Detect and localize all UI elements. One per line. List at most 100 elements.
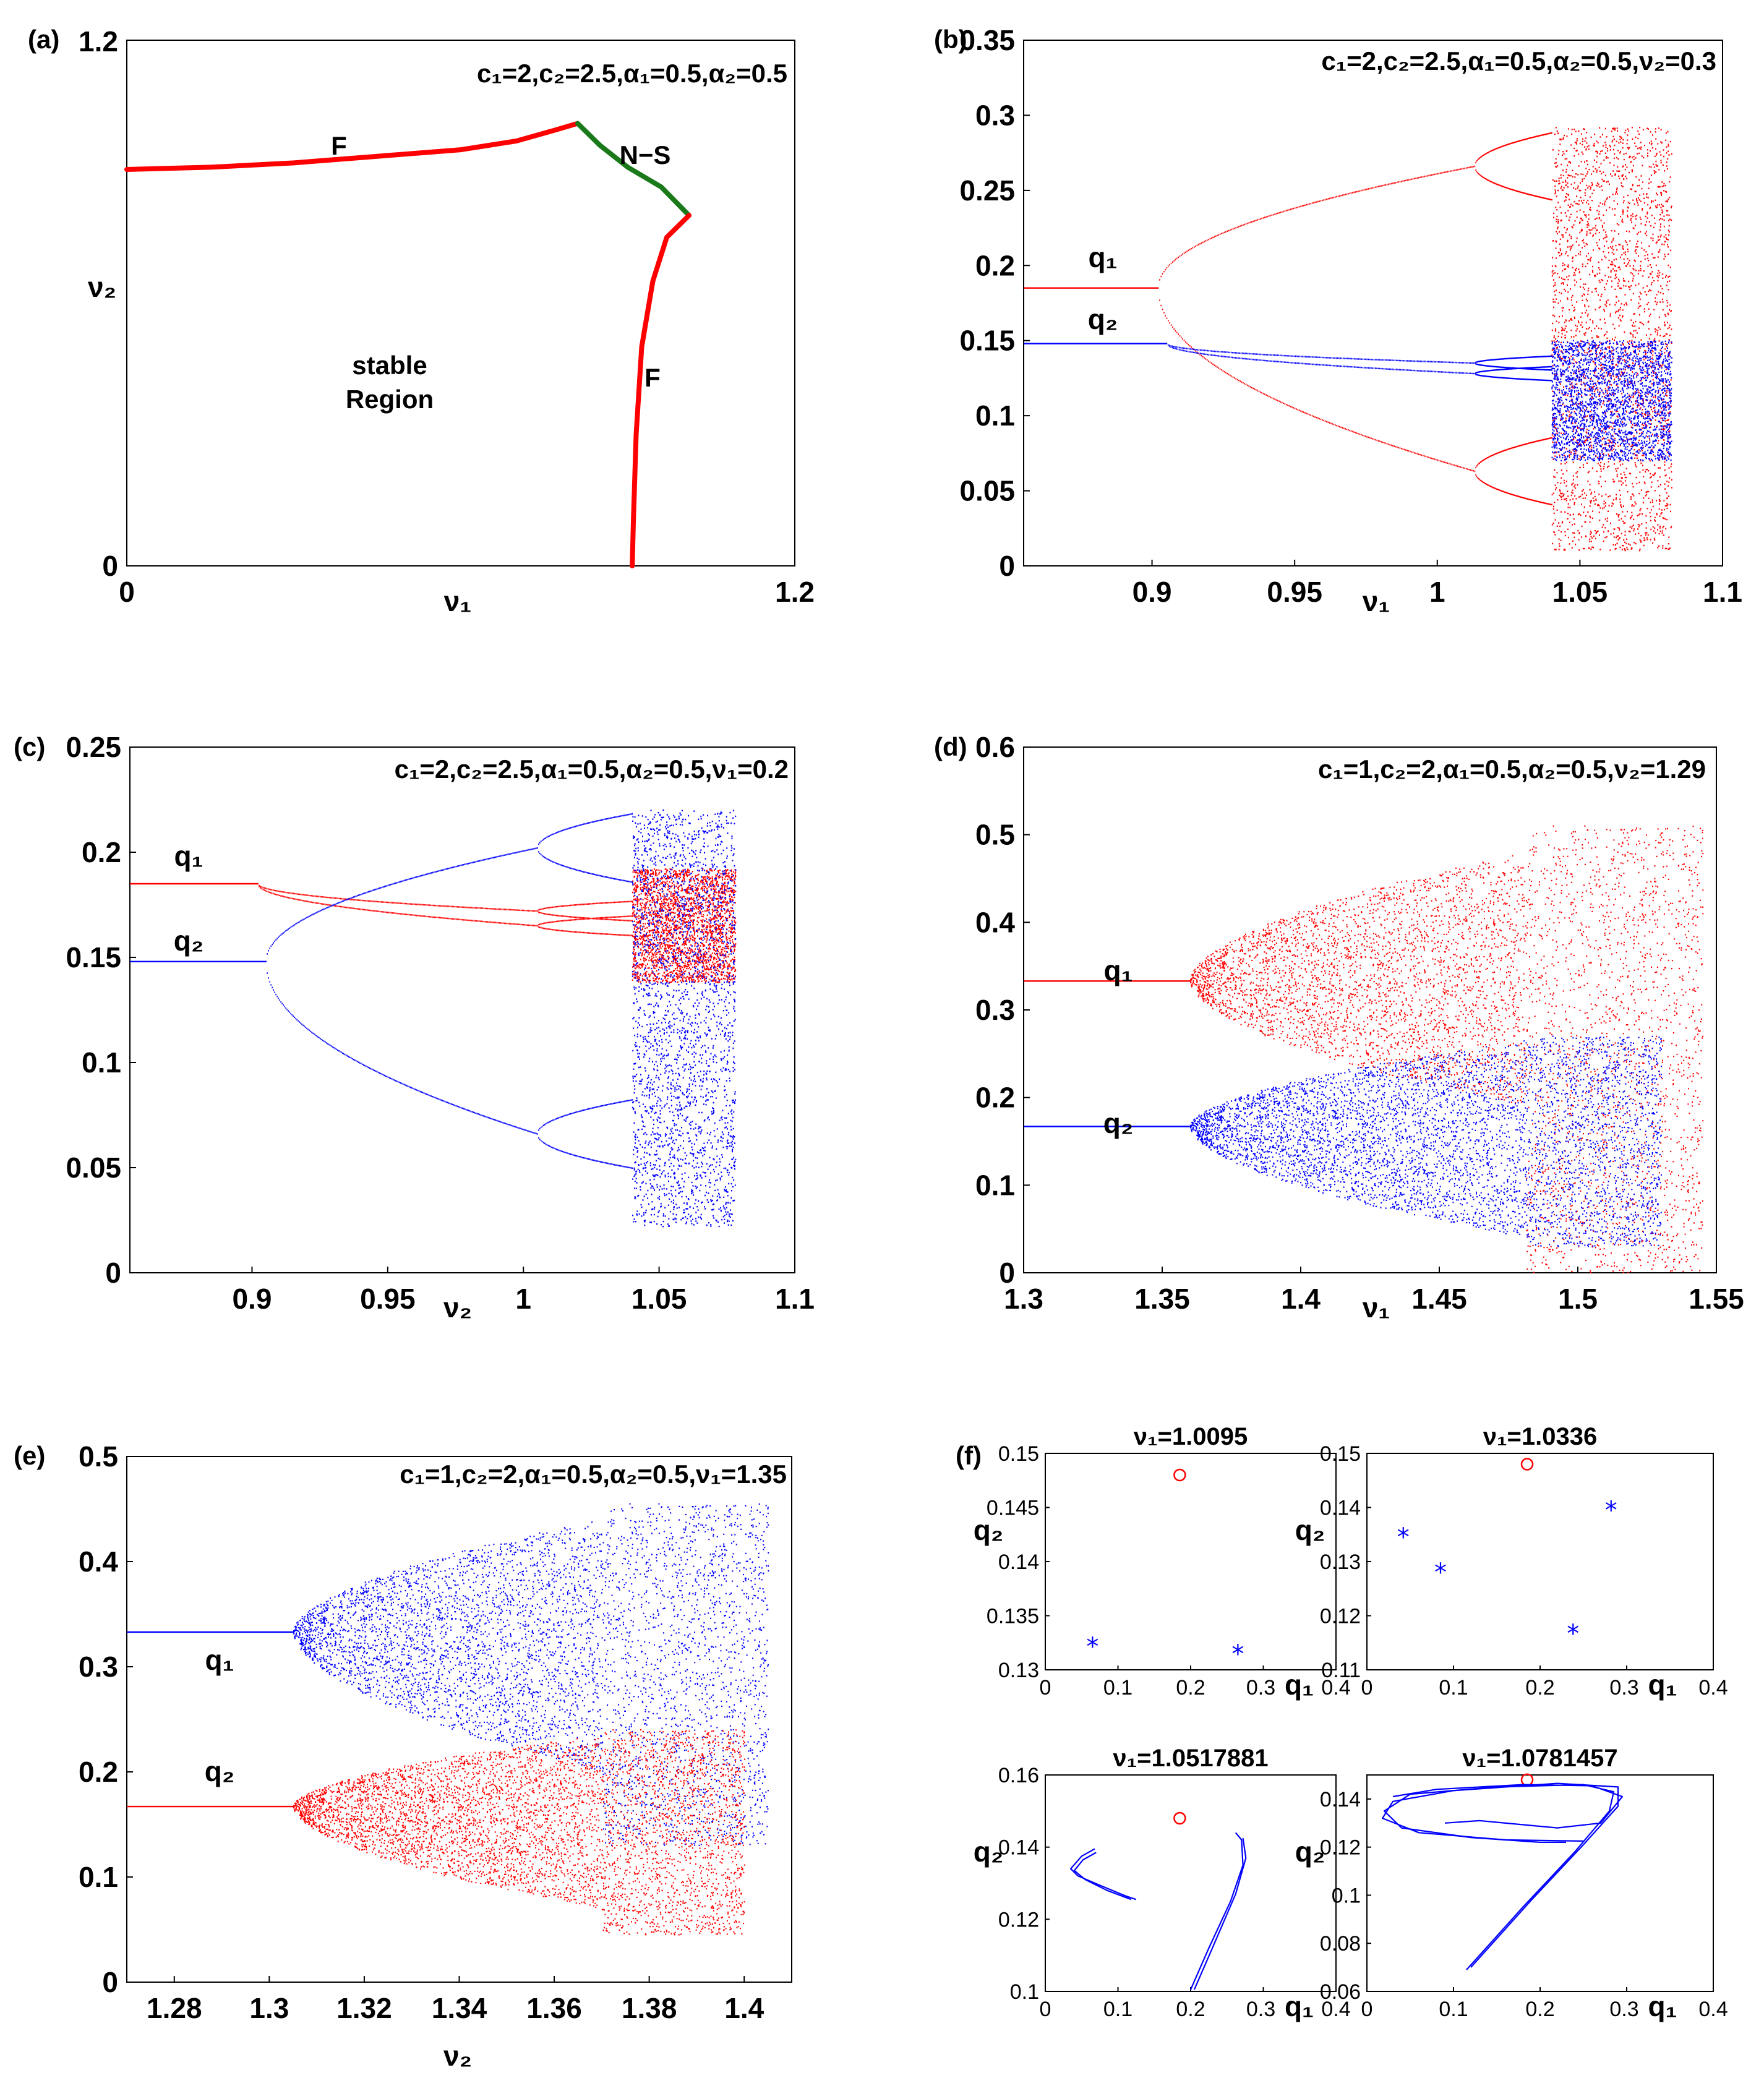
y-axis-label: ν₂ bbox=[88, 271, 116, 303]
series-q₂ bbox=[1024, 340, 1672, 462]
series-q₁ bbox=[130, 868, 737, 983]
series-label: q₂ bbox=[1088, 303, 1118, 335]
x-axis-label: ν₂ bbox=[443, 1291, 472, 1323]
x-axis-label: ν₂ bbox=[443, 2040, 472, 2072]
chaos-scatter bbox=[632, 868, 737, 983]
x-tick-label: 0 bbox=[1040, 1676, 1051, 1700]
x-tick-label: 1.3 bbox=[1004, 1283, 1043, 1315]
y-tick-label: 0.05 bbox=[959, 475, 1015, 507]
y-tick-label: 0.35 bbox=[959, 24, 1015, 56]
x-axis-label: q₁ bbox=[1285, 1990, 1314, 2022]
y-tick-label: 0.06 bbox=[1320, 1980, 1361, 2004]
x-axis-label: q₁ bbox=[1648, 1669, 1677, 1701]
subplot-title: ν₁=1.0336 bbox=[1483, 1423, 1598, 1450]
x-tick-label: 0.9 bbox=[1132, 576, 1172, 608]
y-axis-label: q₂ bbox=[1295, 1514, 1325, 1546]
y-tick-label: 0.25 bbox=[66, 731, 121, 763]
series-q₁ bbox=[127, 1503, 769, 1846]
series-label: q₁ bbox=[1103, 954, 1132, 986]
panel-label-e: (e) bbox=[14, 1441, 45, 1470]
y-tick-label: 0.05 bbox=[66, 1152, 121, 1184]
x-tick-label: 0.95 bbox=[1267, 576, 1322, 608]
y-tick-label: 0.6 bbox=[975, 731, 1015, 763]
flip-label: F bbox=[644, 363, 661, 392]
boundary-curve-flip-left bbox=[124, 121, 580, 172]
x-tick-label: 0.4 bbox=[1698, 1998, 1728, 2021]
y-tick-label: 0.13 bbox=[998, 1659, 1039, 1682]
y-tick-label: 0.15 bbox=[1320, 1442, 1361, 1466]
y-tick-label: 0.25 bbox=[959, 174, 1015, 207]
x-axis-label: ν₁ bbox=[1363, 1291, 1390, 1323]
x-tick-label: 0.95 bbox=[360, 1283, 416, 1315]
y-tick-label: 0.2 bbox=[79, 1756, 118, 1788]
y-tick-label: 0.3 bbox=[975, 99, 1015, 131]
periodic-point-marker: * bbox=[1086, 1633, 1098, 1661]
x-tick-label: 1.4 bbox=[1281, 1283, 1321, 1315]
chaos-scatter bbox=[1551, 126, 1672, 552]
y-tick-label: 0.1 bbox=[975, 1169, 1015, 1201]
text-layer: (a) 1.200 1.2ν₁ν₂c₁=2,c₂=2.5,α₁=0.5,α₂=0.5… bbox=[14, 24, 1744, 2072]
parameter-annotation: c₁=2,c₂=2.5,α₁=0.5,α₂=0.5 bbox=[477, 59, 787, 88]
y-tick-label: 0.12 bbox=[1320, 1836, 1361, 1860]
x-tick-label: 1.1 bbox=[775, 1283, 815, 1315]
periodic-point-marker: * bbox=[1605, 1496, 1617, 1524]
x-tick-label: 1.05 bbox=[632, 1283, 687, 1315]
x-tick-label: 0.4 bbox=[1698, 1676, 1728, 1700]
y-tick-label: 0.12 bbox=[998, 1908, 1039, 1931]
x-tick-label: 1.1 bbox=[1703, 576, 1742, 608]
y-tick-label: 0.15 bbox=[998, 1442, 1039, 1466]
periodic-point-marker: * bbox=[1397, 1523, 1410, 1552]
x-tick-label: 0.3 bbox=[1609, 1998, 1638, 2021]
x-tick-label: 0 bbox=[1361, 1676, 1373, 1700]
invariant-curve bbox=[1189, 1832, 1244, 1990]
flip-label: F bbox=[331, 131, 347, 160]
panel-label-b: (b) bbox=[934, 25, 967, 54]
y-tick-label: 0.145 bbox=[987, 1497, 1039, 1520]
y-tick-label: 0.3 bbox=[79, 1651, 118, 1683]
x-tick-label: 0.4 bbox=[1321, 1676, 1350, 1700]
boundary-curve-neimark-sacker bbox=[575, 121, 691, 218]
parameter-annotation: c₁=2,c₂=2.5,α₁=0.5,α₂=0.5,ν₁=0.2 bbox=[395, 755, 789, 784]
x-tick-label: 0 bbox=[1361, 1998, 1373, 2021]
panel-label-d: (d) bbox=[934, 732, 967, 761]
series-q₂ bbox=[1024, 1035, 1663, 1247]
invariant-curve bbox=[1073, 1852, 1132, 1901]
x-tick-label: 1 bbox=[515, 1283, 531, 1315]
x-tick-label: 1.32 bbox=[336, 1992, 392, 2024]
stable-region-label: stable bbox=[352, 351, 427, 380]
fixed-point-marker bbox=[1520, 1458, 1534, 1471]
x-tick-label: 1.36 bbox=[526, 1992, 582, 2024]
neimark-sacker-label: N−S bbox=[620, 140, 671, 169]
x-axis-label: q₁ bbox=[1285, 1669, 1314, 1701]
x-tick-label: 0 bbox=[119, 576, 135, 608]
x-tick-label: 1.38 bbox=[622, 1992, 677, 2024]
y-tick-label: 0.3 bbox=[975, 994, 1015, 1026]
y-tick-label: 0 bbox=[999, 1257, 1015, 1289]
x-tick-label: 1.35 bbox=[1134, 1283, 1190, 1315]
x-tick-label: 1 bbox=[1429, 576, 1445, 608]
x-tick-label: 0.4 bbox=[1321, 1998, 1350, 2021]
panel-label-c: (c) bbox=[14, 732, 45, 761]
panel-b-frame bbox=[1023, 40, 1723, 567]
periodic-point-marker: * bbox=[1434, 1558, 1447, 1587]
quasi-periodic-scatter bbox=[293, 1729, 745, 1936]
y-tick-label: 0.1 bbox=[82, 1046, 121, 1079]
x-tick-label: 0.2 bbox=[1176, 1676, 1205, 1700]
y-tick-label: 0.1 bbox=[1010, 1980, 1039, 2004]
series-label: q₂ bbox=[205, 1755, 235, 1787]
branch-trace bbox=[1024, 343, 1552, 382]
branch-trace bbox=[130, 883, 633, 936]
periodic-point-marker: * bbox=[1567, 1620, 1579, 1648]
series-label: q₁ bbox=[1088, 241, 1117, 273]
x-tick-label: 1.05 bbox=[1552, 576, 1608, 608]
branch-trace bbox=[130, 813, 633, 1169]
x-tick-label: 1.34 bbox=[432, 1992, 487, 2024]
y-tick-label: 0.15 bbox=[66, 941, 121, 973]
y-tick-label: 0.1 bbox=[1332, 1884, 1361, 1907]
x-axis-label: q₁ bbox=[1648, 1990, 1677, 2022]
chaos-scatter bbox=[1551, 340, 1672, 462]
panel-a-frame bbox=[126, 40, 795, 567]
y-axis-label: q₂ bbox=[1295, 1836, 1325, 1868]
data-layer: * * * * * * bbox=[124, 121, 1704, 1990]
boundary-curve-flip-right bbox=[630, 213, 691, 568]
